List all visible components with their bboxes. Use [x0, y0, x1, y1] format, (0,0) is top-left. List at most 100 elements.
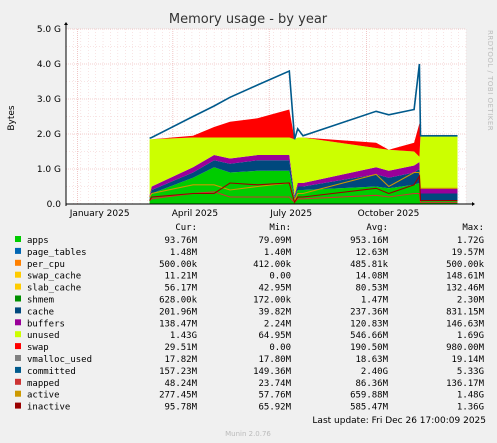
legend-value: 19.14M	[451, 355, 484, 365]
area-swap	[149, 109, 458, 157]
line-active	[149, 171, 458, 203]
legend-value: 149.36M	[253, 367, 292, 377]
legend-value: 0.00	[269, 272, 291, 282]
last-update: Last update: Fri Dec 26 17:00:09 2025	[312, 416, 486, 426]
y-axis-label: Bytes	[7, 105, 17, 131]
legend-swatch	[15, 295, 21, 302]
legend-value: 1.36G	[457, 403, 484, 413]
legend-series-name: active	[27, 391, 60, 401]
legend-value: 12.63M	[355, 248, 388, 258]
rrdtool-side-label: RRDTOOL / TOBI OETIKER	[486, 30, 494, 131]
legend-value: 86.36M	[355, 379, 388, 389]
legend-value: 120.83M	[350, 319, 389, 329]
stacked-areas	[149, 109, 458, 204]
legend-value: 19.57M	[451, 248, 484, 258]
legend-value: 95.78M	[164, 403, 197, 413]
legend-series-name: mapped	[27, 379, 60, 389]
legend-value: 23.74M	[258, 379, 291, 389]
y-tick-label: 5.0 G	[37, 25, 61, 35]
legend-value: 14.08M	[355, 272, 388, 282]
legend-value: 138.47M	[159, 319, 198, 329]
legend-value: 831.15M	[446, 307, 485, 317]
legend-value: 628.00k	[159, 296, 198, 306]
legend-series-name: committed	[27, 367, 76, 377]
legend-series-name: buffers	[27, 319, 65, 329]
legend-value: 172.00k	[253, 296, 292, 306]
legend-header: Max:	[462, 223, 484, 233]
legend-swatch	[15, 271, 21, 278]
legend-value: 157.23M	[159, 367, 198, 377]
legend-header: Min:	[269, 223, 291, 233]
legend-value: 659.88M	[350, 391, 389, 401]
legend-value: 48.24M	[164, 379, 197, 389]
legend-series-name: swap	[27, 343, 49, 353]
area-apps	[149, 167, 458, 204]
legend-value: 277.45M	[159, 391, 198, 401]
legend-swatch	[15, 366, 21, 373]
x-axis-arrow	[472, 202, 475, 206]
y-tick-label: 2.0 G	[37, 130, 61, 140]
legend-value: 1.48M	[170, 248, 198, 258]
y-tick-label: 3.0 G	[37, 95, 61, 105]
x-tick-label: July 2025	[269, 209, 312, 219]
legend-swatch	[15, 236, 21, 242]
legend-value: 237.36M	[350, 307, 389, 317]
legend-series-name: swap_cache	[27, 272, 81, 282]
x-tick-label: October 2025	[358, 209, 420, 219]
legend-value: 1.69G	[457, 331, 484, 341]
legend-series-name: apps	[27, 236, 49, 246]
area-buffers	[149, 155, 458, 197]
legend-value: 500.00k	[159, 260, 198, 270]
legend-value: 65.92M	[258, 403, 291, 413]
legend-swatch	[15, 307, 21, 314]
legend-value: 42.95M	[258, 284, 291, 294]
legend-swatch	[15, 331, 21, 338]
munin-version: Munin 2.0.76	[225, 430, 271, 438]
legend-value: 11.21M	[164, 272, 197, 282]
legend-value: 1.43G	[170, 331, 197, 341]
legend-series-name: per_cpu	[27, 260, 65, 270]
legend-series-name: slab_cache	[27, 284, 81, 294]
legend-value: 1.72G	[457, 236, 484, 246]
legend-series-name: vmalloc_used	[27, 355, 92, 365]
legend-series-name: page_tables	[27, 248, 87, 258]
legend-value: 500.00k	[446, 260, 485, 270]
legend: Cur: Min: Avg: Max: apps 93.76M 79.09M 953.16M 1…	[15, 223, 485, 413]
y-tick-label: 1.0 G	[37, 165, 61, 175]
legend-header: Cur:	[175, 223, 197, 233]
legend-value: 18.63M	[355, 355, 388, 365]
legend-value: 1.48G	[457, 391, 484, 401]
axes: 0.0 1.0 G 2.0 G 3.0 G 4.0 G 5.0 G January 2025…	[37, 22, 475, 219]
legend-swatch	[15, 259, 21, 266]
legend-value: 93.76M	[164, 236, 197, 246]
line-committed	[149, 63, 458, 140]
legend-value: 80.53M	[355, 284, 388, 294]
legend-swatch	[15, 343, 21, 350]
legend-value: 1.47M	[361, 296, 389, 306]
legend-value: 190.50M	[350, 343, 389, 353]
legend-header: Avg:	[366, 223, 388, 233]
chart-title: Memory usage - by year	[169, 12, 328, 27]
legend-value: 57.76M	[258, 391, 291, 401]
legend-series-name: cache	[27, 307, 54, 317]
legend-swatch	[15, 247, 21, 254]
y-axis-arrow	[64, 22, 68, 25]
legend-value: 2.40G	[361, 367, 388, 377]
legend-value: 953.16M	[350, 236, 389, 246]
legend-value: 132.46M	[446, 284, 485, 294]
legend-value: 412.00k	[253, 260, 292, 270]
legend-value: 148.61M	[446, 272, 485, 282]
legend-series-name: unused	[27, 331, 60, 341]
y-tick-label: 0.0	[47, 200, 62, 210]
legend-value: 2.24M	[264, 319, 292, 329]
legend-value: 64.95M	[258, 331, 291, 341]
legend-series-name: shmem	[27, 296, 54, 306]
legend-swatch	[15, 402, 21, 409]
series-lines	[149, 63, 458, 204]
legend-value: 585.47M	[350, 403, 389, 413]
legend-value: 980.00M	[446, 343, 485, 353]
legend-swatch	[15, 283, 21, 290]
legend-value: 39.82M	[258, 307, 291, 317]
legend-value: 0.00	[269, 343, 291, 353]
legend-value: 2.30M	[457, 296, 485, 306]
